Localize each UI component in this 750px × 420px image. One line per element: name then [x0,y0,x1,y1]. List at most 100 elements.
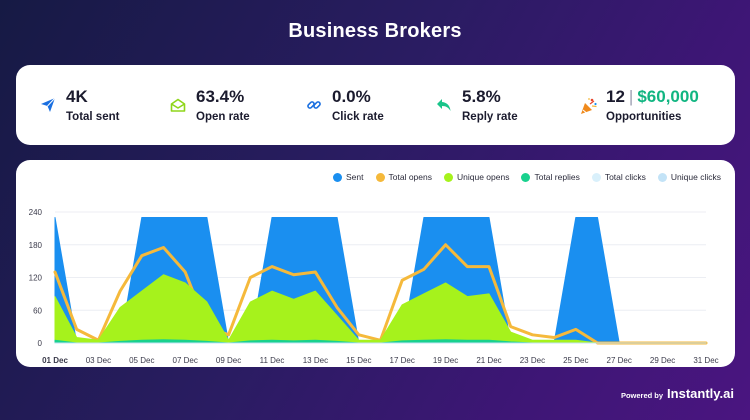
data-point [271,217,273,219]
data-point [184,342,186,344]
data-point [293,274,295,276]
data-point [618,342,620,344]
x-tick-label: 21 Dec [476,356,501,365]
legend-label: Unique clicks [670,172,721,182]
data-point [206,342,208,344]
data-point [163,274,165,276]
data-point [250,340,252,342]
data-point [141,339,143,341]
data-point [163,339,165,341]
x-tick-label: 31 Dec [693,356,718,365]
data-point [423,293,425,295]
data-point [401,340,403,342]
data-point [597,217,599,219]
data-point [401,342,403,344]
data-point [163,217,165,219]
data-point [315,290,317,292]
data-point [510,342,512,344]
data-point [228,342,230,344]
x-tick-label: 07 Dec [173,356,198,365]
legend-item-total-replies[interactable]: Total replies [521,172,580,182]
data-point [76,329,78,331]
powered-by-footer: Powered by Instantly.ai [621,386,734,401]
data-point [640,342,642,344]
data-point [184,271,186,273]
data-point [184,282,186,284]
data-point [488,217,490,219]
data-point [250,277,252,279]
legend-swatch [657,172,667,182]
x-tick-label: 15 Dec [346,356,371,365]
legend-swatch [591,172,601,182]
link-icon [306,97,322,113]
data-point [54,217,56,219]
data-point [575,339,577,341]
stat-label: Open rate [196,111,250,123]
legend-item-total-opens[interactable]: Total opens [375,172,432,182]
data-point [228,339,230,341]
data-point [206,341,208,343]
data-point [54,342,56,344]
data-point [380,339,382,341]
data-point [510,326,512,328]
data-point [293,217,295,219]
x-tick-label: 23 Dec [520,356,545,365]
stat-value: 4K [66,87,88,106]
paper-plane-icon [40,97,56,113]
data-point [488,266,490,268]
y-tick-label: 60 [33,306,42,315]
data-point [445,339,447,341]
legend-label: Total replies [534,172,580,182]
legend-item-total-clicks[interactable]: Total clicks [591,172,646,182]
data-point [119,290,121,292]
data-point [184,217,186,219]
x-tick-label: 01 Dec [42,356,68,365]
data-point [467,266,469,268]
data-point [315,217,317,219]
opportunities-count: 12 [606,87,625,106]
data-point [54,271,56,273]
data-point [250,301,252,303]
data-point [553,342,555,344]
data-point [553,339,555,341]
data-point [575,342,577,344]
stat-label: Total sent [66,111,120,123]
data-point [163,247,165,249]
data-point [597,342,599,344]
data-point [163,342,165,344]
y-tick-label: 0 [38,339,43,348]
legend-swatch [375,172,385,182]
legend-item-unique-opens[interactable]: Unique opens [444,172,509,182]
chart-card: 0 60 120 180 240 01 Dec 03 Dec 05 Dec 07 Dec 09 D… [16,160,735,367]
data-point [488,339,490,341]
data-point [336,315,338,317]
data-point [293,342,295,344]
x-tick-label: 11 Dec [260,356,285,365]
stat-label: Reply rate [462,111,518,123]
brand-logo-text: Instantly.ai [667,386,734,401]
legend-label: Total clicks [604,172,646,182]
data-point [54,339,56,341]
data-point [206,301,208,303]
data-point [228,334,230,336]
data-point [358,339,360,341]
data-point [271,339,273,341]
data-point [445,282,447,284]
legend-item-sent[interactable]: Sent [333,172,364,182]
x-tick-label: 25 Dec [563,356,588,365]
data-point [467,342,469,344]
party-popper-icon [580,97,597,114]
legend-item-unique-clicks[interactable]: Unique clicks [657,172,721,182]
data-point [119,341,121,343]
x-tick-label: 05 Dec [129,356,154,365]
data-point [488,293,490,295]
data-point [575,217,577,219]
data-point [141,217,143,219]
data-point [553,337,555,339]
reply-arrow-icon [436,97,452,113]
stat-value: 63.4% [196,87,245,106]
x-tick-label: 03 Dec [86,356,111,365]
x-tick-label: 17 Dec [390,356,415,365]
data-point [401,304,403,306]
data-point [380,342,382,344]
